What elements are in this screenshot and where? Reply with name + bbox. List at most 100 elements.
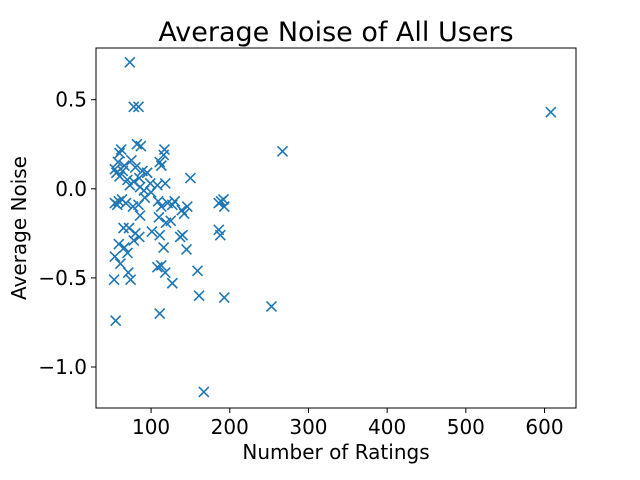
marker-stroke [265,300,278,312]
data-point [133,231,145,243]
data-point [128,101,140,113]
data-point [124,56,136,68]
data-point [217,193,230,206]
x-tick-label: 200 [211,415,249,439]
x-axis-label: Number of Ratings [242,440,429,464]
y-tick-label: −1.0 [38,355,87,379]
data-point [117,222,130,234]
marker-stroke [136,165,148,177]
marker-stroke [135,140,147,152]
data-point [265,300,278,312]
marker-stroke [176,204,188,216]
marker-stroke [165,215,177,227]
marker-stroke [117,222,130,234]
marker-stroke [121,174,134,186]
y-tick-label: 0.5 [55,88,87,112]
marker-stroke [159,266,171,279]
marker-stroke [193,290,205,302]
data-point [115,144,127,156]
data-point [193,290,205,302]
marker-stroke [152,195,164,207]
marker-stroke [159,177,171,190]
data-point [165,215,177,227]
data-point [125,154,137,166]
marker-stroke [125,154,137,166]
marker-stroke [122,266,134,279]
data-point [146,225,158,238]
data-point [158,242,170,254]
data-point [132,101,145,113]
marker-stroke [198,386,210,398]
marker-stroke [158,242,170,254]
marker-stroke [213,224,225,236]
data-point [129,161,141,173]
data-point [118,242,130,254]
marker-stroke [141,167,153,179]
marker-stroke [180,243,193,255]
marker-stroke [128,234,140,247]
data-point [214,229,226,241]
marker-stroke [154,229,166,241]
data-point [178,208,190,220]
data-point [158,149,170,161]
data-point [176,229,189,241]
data-markers [108,56,557,398]
marker-stroke [154,156,166,168]
marker-stroke [121,247,134,259]
data-point [545,106,557,118]
marker-stroke [155,201,167,213]
data-point [114,170,126,182]
data-point [112,156,124,168]
y-axis-label: Average Noise [7,156,31,300]
axis-ticks: 100 200 300 400 500 600 −1.0 −0.5 0.0 0.5 [38,88,563,439]
data-point [108,274,120,286]
data-point [198,386,210,398]
marker-stroke [176,229,189,241]
marker-stroke [133,231,145,243]
marker-stroke [276,145,289,157]
data-point [134,209,146,222]
marker-stroke [114,147,126,159]
marker-stroke [155,259,167,271]
data-point [139,192,151,204]
data-point [152,195,164,207]
marker-stroke [217,193,230,206]
marker-stroke [128,176,140,188]
marker-stroke [124,56,136,68]
marker-stroke [118,242,130,254]
marker-stroke [114,170,126,182]
marker-stroke [129,161,141,173]
data-point [184,172,196,184]
x-tick-label: 600 [525,415,563,439]
x-tick-label: 400 [368,415,406,439]
marker-stroke [139,192,151,204]
marker-stroke [113,195,125,207]
marker-stroke [109,250,121,263]
marker-stroke [155,160,167,172]
marker-stroke [545,106,557,118]
marker-stroke [115,144,127,156]
marker-stroke [162,197,174,209]
plot-frame [95,47,577,409]
x-tick-label: 100 [132,415,170,439]
data-point [131,138,143,150]
marker-stroke [166,277,178,289]
marker-stroke [120,197,132,209]
data-point [113,195,125,207]
data-point [110,315,122,327]
marker-stroke [214,229,226,241]
data-point [154,307,166,320]
data-point [114,258,126,270]
data-point [128,234,140,247]
marker-stroke [154,307,166,320]
marker-stroke [191,265,204,277]
data-point [114,147,126,159]
marker-stroke [108,274,120,286]
marker-stroke [113,238,125,250]
data-point [117,165,129,177]
marker-stroke [133,172,145,184]
marker-stroke [134,209,146,222]
data-point [191,265,204,277]
data-point [109,250,121,263]
